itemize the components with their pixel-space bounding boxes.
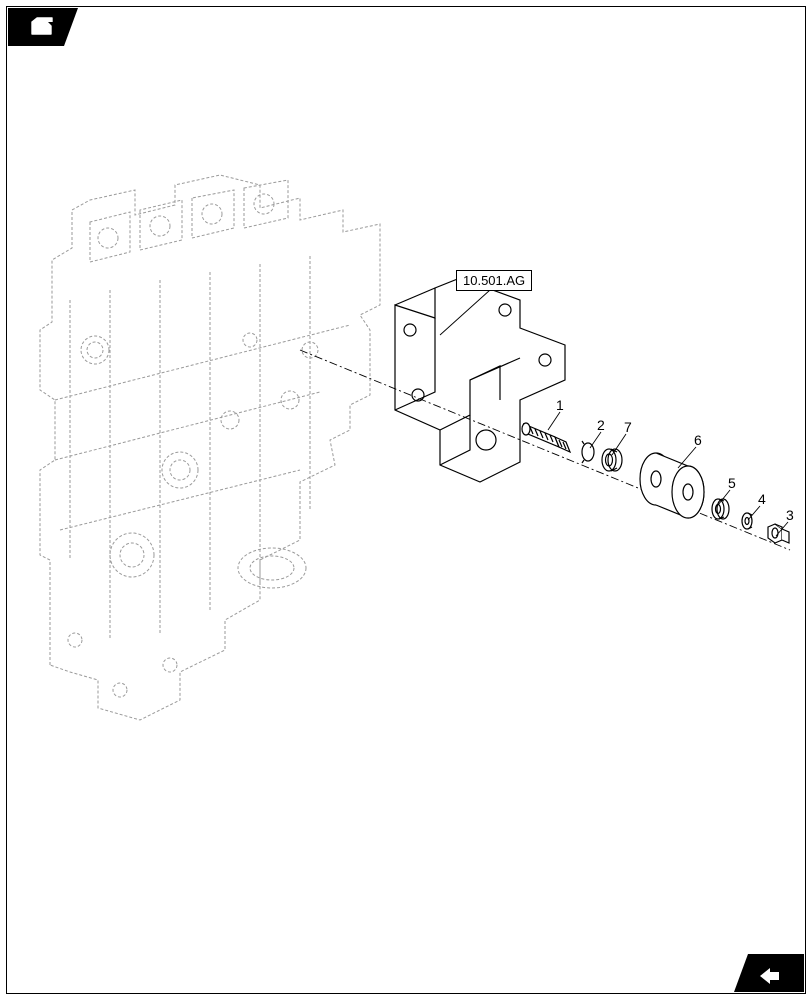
mounting-bracket [395, 278, 565, 482]
callout-leaders [440, 290, 788, 536]
part-stud [522, 423, 570, 452]
reference-label: 10.501.AG [463, 273, 525, 288]
part-lock-washer [742, 513, 752, 529]
callout-2: 2 [597, 417, 605, 433]
part-pulley [640, 453, 704, 518]
callout-5: 5 [728, 475, 736, 491]
callout-6: 6 [694, 432, 702, 448]
callout-4: 4 [758, 491, 766, 507]
reference-label-box: 10.501.AG [456, 270, 532, 291]
callout-3: 3 [786, 507, 794, 523]
callout-1: 1 [556, 397, 564, 413]
assembly-axis [300, 350, 790, 550]
exploded-diagram [0, 0, 812, 1000]
part-seal [602, 449, 622, 471]
arrow-icon [755, 962, 783, 984]
engine-block-ghost [40, 175, 380, 720]
callout-7: 7 [624, 419, 632, 435]
